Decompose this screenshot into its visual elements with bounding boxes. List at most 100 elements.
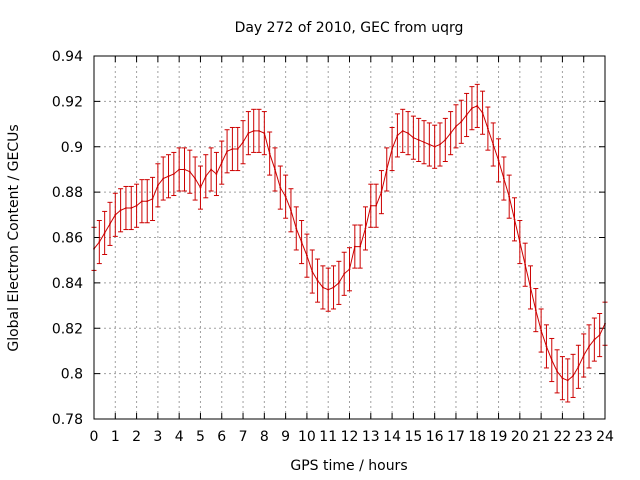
- error-bar: [512, 197, 518, 242]
- data-point: [178, 168, 181, 171]
- data-point: [274, 168, 276, 171]
- error-bar: [549, 337, 555, 383]
- tick-labels: 0 1 2 3 4 5 6 7 8 9 10 11 12 13 14 15 16 17 18 19 20 21 22 23 24…: [52, 49, 614, 445]
- error-bar: [496, 138, 502, 183]
- error-bar: [293, 206, 299, 251]
- data-point: [524, 263, 527, 266]
- y-tick-label: 0.92: [52, 94, 83, 110]
- plot-frame: [93, 55, 606, 420]
- error-bar: [251, 108, 257, 153]
- error-bar: [565, 358, 571, 403]
- error-bar: [299, 219, 305, 265]
- error-bar: [389, 126, 395, 172]
- data-point: [582, 354, 585, 357]
- x-tick-label: 16: [426, 429, 444, 445]
- x-tick-label: 2: [132, 429, 141, 445]
- x-tick-label: 4: [175, 429, 184, 445]
- error-bar: [378, 170, 384, 215]
- error-bar: [309, 249, 315, 294]
- data-point: [343, 272, 346, 275]
- data-point: [476, 105, 479, 107]
- error-bar: [394, 113, 400, 158]
- error-bar: [347, 247, 352, 292]
- x-tick-label: 19: [490, 429, 508, 445]
- x-tick-label: 12: [341, 429, 359, 445]
- data-point: [332, 286, 335, 289]
- data-point: [364, 227, 367, 230]
- error-bar: [224, 129, 230, 174]
- x-tick-label: 15: [404, 429, 422, 445]
- data-point: [306, 254, 308, 257]
- error-bar: [575, 344, 581, 389]
- data-point: [284, 195, 287, 198]
- error-bar: [522, 242, 528, 287]
- data-point: [481, 111, 484, 114]
- error-bar: [474, 83, 480, 128]
- x-tick-label: 8: [260, 429, 269, 445]
- y-axis-label: Global Electron Content / GECUs: [6, 124, 22, 351]
- data-point: [279, 186, 282, 189]
- data-point: [502, 177, 505, 180]
- data-point: [423, 141, 425, 144]
- error-bar: [213, 151, 219, 197]
- data-point: [566, 379, 569, 382]
- error-bar: [331, 265, 337, 310]
- error-bar: [442, 117, 448, 162]
- grid: [94, 56, 605, 419]
- x-tick-label: 17: [447, 429, 465, 445]
- error-bar: [102, 210, 108, 256]
- error-bar: [107, 201, 113, 246]
- x-axis-label: GPS time / hours: [290, 458, 407, 474]
- data-point: [486, 127, 489, 130]
- error-bar: [240, 120, 246, 165]
- data-point: [247, 132, 250, 135]
- data-point: [167, 175, 170, 178]
- error-bar: [128, 185, 134, 231]
- data-point: [220, 161, 223, 164]
- x-tick-label: 10: [298, 429, 316, 445]
- data-point: [428, 143, 431, 146]
- data-point: [183, 168, 186, 171]
- data-point: [375, 204, 378, 207]
- data-point: [194, 177, 197, 180]
- error-bar: [304, 233, 310, 278]
- error-bar: [426, 122, 432, 167]
- data-point: [135, 204, 138, 207]
- data-point: [258, 129, 260, 132]
- error-bar: [336, 260, 342, 305]
- error-bar: [506, 174, 512, 219]
- data-point: [465, 114, 468, 116]
- data-point: [236, 148, 239, 150]
- data-point: [215, 173, 218, 175]
- error-bar: [229, 126, 235, 172]
- y-tick-label: 0.94: [52, 49, 83, 65]
- error-bar: [527, 265, 533, 310]
- data-point: [199, 186, 202, 189]
- y-tick-label: 0.78: [52, 412, 83, 428]
- x-tick-label: 5: [196, 429, 205, 445]
- error-bar: [458, 99, 464, 144]
- error-bar: [256, 108, 262, 153]
- error-bar: [554, 349, 560, 394]
- error-bar: [591, 317, 597, 362]
- data-point: [433, 145, 436, 148]
- data-point: [492, 143, 495, 146]
- data-point: [125, 207, 127, 209]
- data-point: [401, 129, 404, 132]
- data-point: [529, 286, 532, 289]
- error-bar: [134, 183, 140, 228]
- error-bar: [437, 122, 443, 167]
- data-point: [407, 132, 409, 135]
- data-point: [598, 334, 601, 336]
- data-point: [540, 329, 543, 332]
- x-tick-label: 0: [90, 429, 99, 445]
- error-bar: [245, 111, 251, 156]
- error-bar: [261, 111, 267, 156]
- error-bar: [160, 156, 166, 201]
- error-bar: [533, 288, 539, 333]
- x-tick-label: 13: [362, 429, 380, 445]
- y-tick-label: 0.84: [52, 276, 83, 292]
- error-bar: [144, 179, 150, 224]
- x-tick-label: 7: [239, 429, 248, 445]
- data-point: [561, 377, 564, 380]
